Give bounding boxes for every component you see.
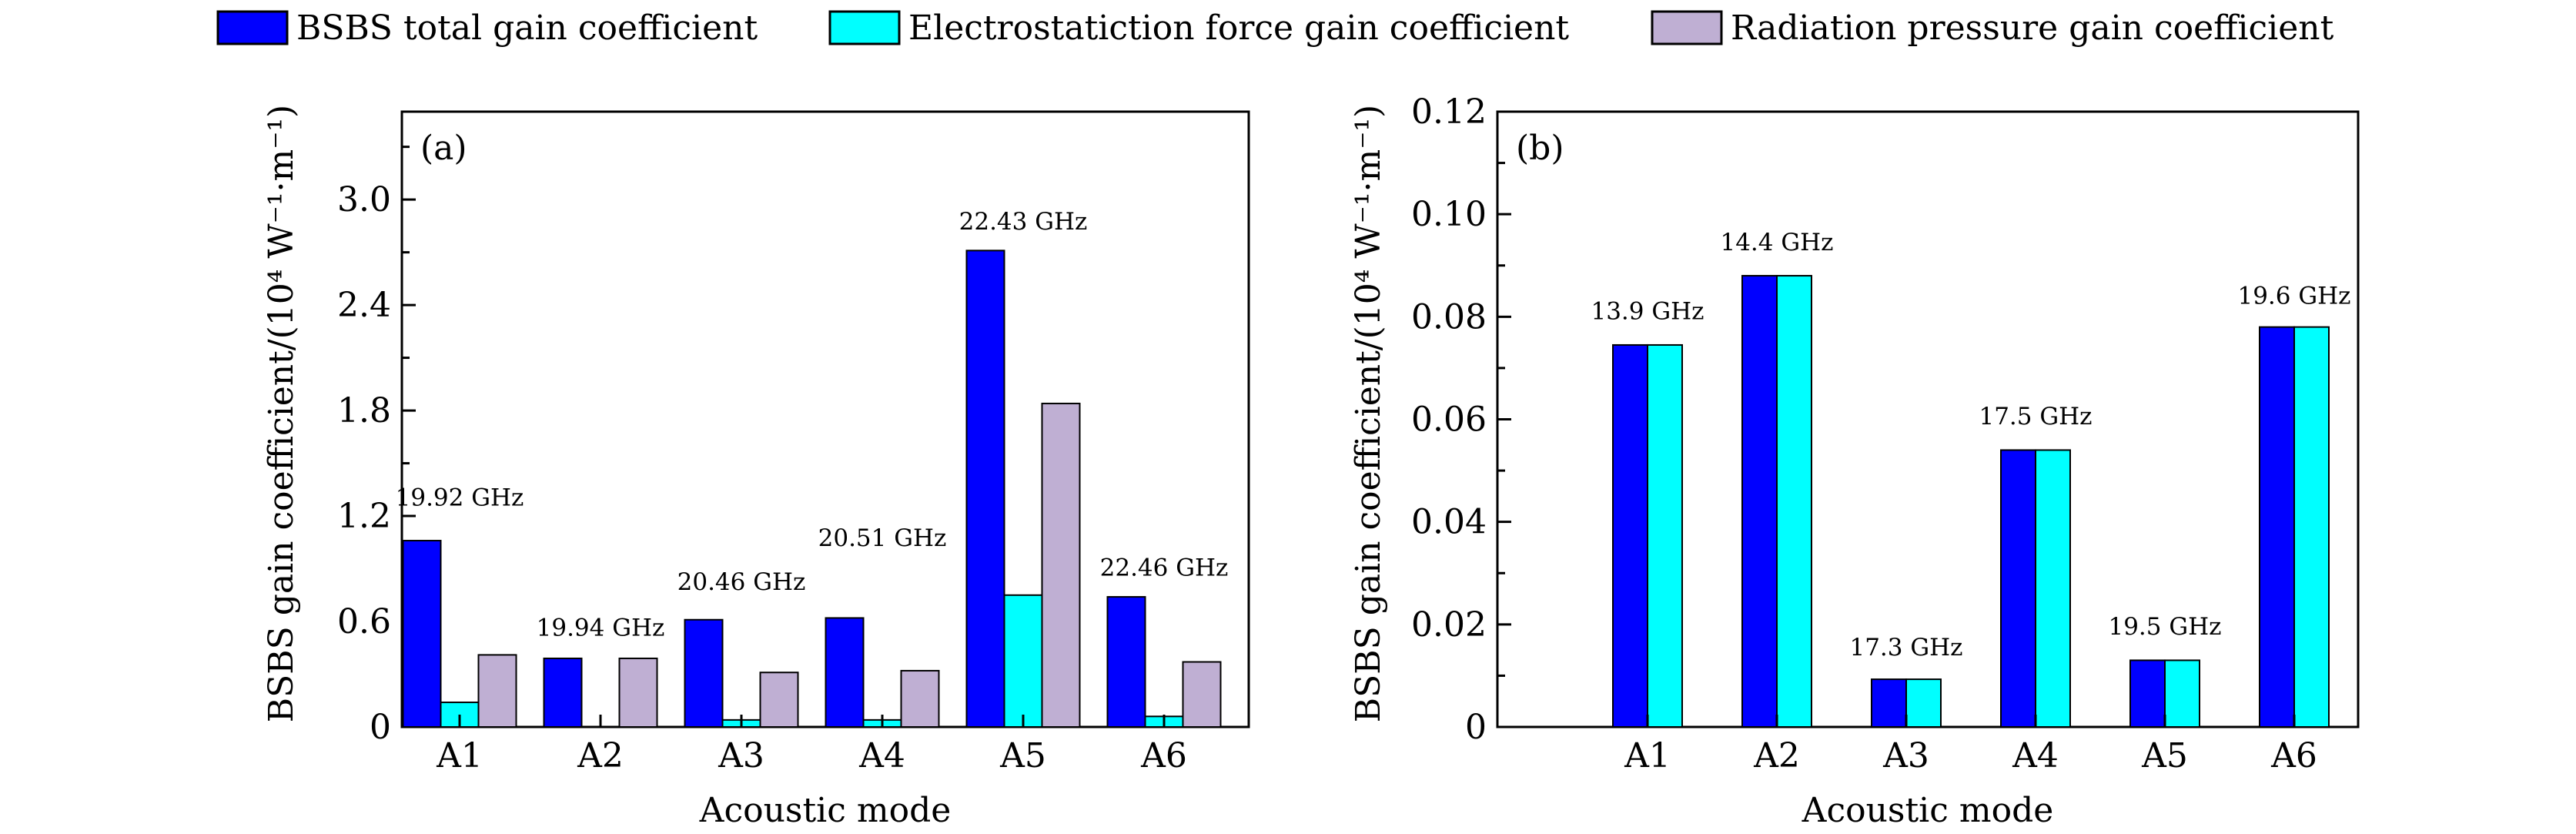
- panel-b-ytick-label: 0.02: [1411, 605, 1487, 645]
- legend-swatch-bsbs-total: [216, 10, 289, 45]
- panel-a-bar-a6-series-3: [1182, 661, 1222, 728]
- panel-a-bar-a5-series-1: [965, 250, 1005, 728]
- panel-b-bar-a1-series-1: [1612, 343, 1648, 728]
- panel-a-ytick-label: 0.6: [337, 602, 391, 641]
- panel-a-plot-area: 0 0.6 1.2 1.8 2.4 3.0 A1 19.92 GHz A2 19.94 GHz A3…: [337, 110, 1250, 775]
- panel-b-freq-label-a4: 17.5 GHz: [1979, 403, 2092, 430]
- panel-a-xtick-label-a3: A3: [718, 736, 764, 775]
- panel-a-freq-label-a6: 22.46 GHz: [1100, 554, 1229, 582]
- panel-a-bar-a1-series-3: [477, 654, 517, 728]
- panel-a-ytick-label: 1.8: [337, 391, 391, 430]
- panel-a-bar-a6-series-1: [1106, 596, 1146, 728]
- panel-a-xtick-label-a4: A4: [858, 736, 905, 775]
- panel-b-ytick-label: 0.10: [1411, 195, 1487, 234]
- panel-b-ytick-label: 0: [1465, 708, 1487, 747]
- panel-b-freq-label-a1: 13.9 GHz: [1591, 298, 1704, 326]
- panel-b-xtick-label-a1: A1: [1624, 736, 1671, 775]
- legend-item-bsbs-total: BSBS total gain coefficient: [216, 8, 758, 48]
- panel-b-bar-a5-series-1: [2129, 659, 2166, 728]
- panel-a-freq-label-a3: 20.46 GHz: [677, 568, 806, 596]
- chart-panel-b: BSBS gain coefficient/(10⁴ W⁻¹·m⁻¹) 0 0.0…: [1349, 92, 2360, 830]
- panel-a-xtick-label-a6: A6: [1140, 736, 1187, 775]
- panel-b-plot-area: 0 0.02 0.04 0.06 0.08 0.10 0.12 A1 13.9 GHz A2 14.…: [1411, 92, 2360, 775]
- panel-a-xtick-label-a1: A1: [436, 736, 483, 775]
- panel-b-bar-a6-series-2: [2293, 326, 2330, 728]
- panel-a-x-axis-label: Acoustic mode: [699, 791, 952, 830]
- panel-a-bar-a5-series-2: [1003, 594, 1043, 728]
- panel-b-bar-a2-series-2: [1776, 275, 1812, 728]
- panel-a-bar-a4-series-1: [825, 617, 865, 728]
- legend-swatch-electrostriction: [828, 10, 901, 45]
- legend-label-radiation-pressure: Radiation pressure gain coefficient: [1731, 8, 2334, 48]
- panel-a-freq-label-a2: 19.94 GHz: [537, 614, 665, 641]
- panel-b-freq-label-a3: 17.3 GHz: [1849, 634, 1962, 662]
- chart-panel-a: BSBS gain coefficient/(10⁴ W⁻¹·m⁻¹) 0 0.6…: [262, 105, 1250, 830]
- legend-item-electrostriction: Electrostatiction force gain coefficient: [828, 8, 1569, 48]
- panel-b-ytick-label: 0.04: [1411, 503, 1487, 542]
- legend-swatch-radiation-pressure: [1651, 10, 1723, 45]
- panel-a-freq-label-a4: 20.51 GHz: [818, 524, 947, 552]
- panel-b-bar-a3-series-1: [1871, 678, 1907, 728]
- panel-a-freq-label-a1: 19.92 GHz: [396, 484, 524, 511]
- panel-b-bar-a6-series-1: [2259, 326, 2295, 728]
- panel-a-bar-a5-series-3: [1041, 402, 1081, 728]
- panel-a-ytick-label: 0: [370, 708, 391, 747]
- panel-b-freq-label-a6: 19.6 GHz: [2237, 283, 2350, 310]
- panel-b-freq-label-a2: 14.4 GHz: [1720, 229, 1833, 256]
- panel-b-xtick-label-a3: A3: [1882, 736, 1929, 775]
- panel-a-ytick-label: 1.2: [337, 497, 391, 536]
- panel-a-bar-a4-series-3: [900, 669, 940, 728]
- panel-a-bar-a3-series-1: [684, 618, 724, 728]
- panel-a-xtick-label-a2: A2: [577, 736, 624, 775]
- legend-item-radiation-pressure: Radiation pressure gain coefficient: [1651, 8, 2334, 48]
- legend-label-bsbs-total: BSBS total gain coefficient: [296, 8, 758, 48]
- panel-a-ytick-label: 2.4: [337, 286, 391, 325]
- panel-a-bar-a3-series-3: [759, 672, 799, 728]
- panel-a-ytick-label: 3.0: [337, 180, 391, 219]
- panel-a-bar-a2-series-1: [543, 657, 583, 728]
- panel-b-bar-a4-series-1: [2000, 449, 2036, 728]
- panel-a-y-axis-label: BSBS gain coefficient/(10⁴ W⁻¹·m⁻¹): [262, 105, 301, 722]
- legend-label-electrostriction: Electrostatiction force gain coefficient: [908, 8, 1569, 48]
- panel-b-bar-a5-series-2: [2164, 659, 2200, 728]
- panel-a-bar-a2-series-3: [618, 657, 658, 728]
- panel-b-xtick-label-a2: A2: [1753, 736, 1800, 775]
- panel-b-x-axis-label: Acoustic mode: [1802, 791, 2054, 830]
- panel-b-ytick-label: 0.06: [1411, 400, 1487, 440]
- panel-b-bar-a2-series-1: [1741, 275, 1778, 728]
- panel-a-xtick-label-a5: A5: [999, 736, 1046, 775]
- panel-a-bar-a1-series-1: [402, 540, 442, 728]
- panel-b-xtick-label-a6: A6: [2270, 736, 2317, 775]
- panel-b-xtick-label-a5: A5: [2141, 736, 2188, 775]
- panel-b-bar-a4-series-2: [2035, 449, 2071, 728]
- panel-b-label: (b): [1516, 129, 1564, 168]
- panel-b-y-axis-label: BSBS gain coefficient/(10⁴ W⁻¹·m⁻¹): [1349, 105, 1388, 722]
- panel-b-bar-a3-series-2: [1905, 678, 1942, 728]
- panel-b-freq-label-a5: 19.5 GHz: [2108, 613, 2221, 641]
- panel-b-ytick-label: 0.08: [1411, 297, 1487, 337]
- panel-b-bar-a1-series-2: [1647, 343, 1683, 728]
- panel-b-xtick-label-a4: A4: [2012, 736, 2059, 775]
- legend: BSBS total gain coefficient Electrostati…: [216, 8, 2334, 48]
- panel-a-label: (a): [420, 129, 467, 168]
- panel-b-ytick-label: 0.12: [1411, 92, 1487, 132]
- panel-a-freq-label-a5: 22.43 GHz: [959, 208, 1088, 236]
